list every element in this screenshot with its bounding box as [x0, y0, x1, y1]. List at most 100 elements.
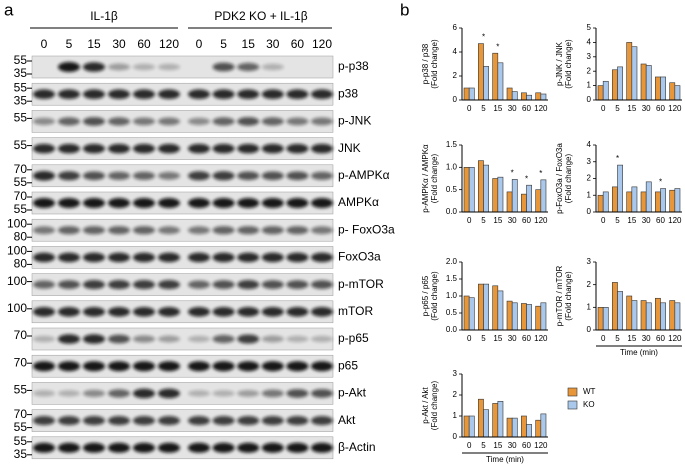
band [237, 62, 260, 72]
mw-label: 100 [7, 274, 27, 288]
bar [497, 400, 504, 438]
band [286, 389, 309, 398]
band [261, 361, 284, 372]
band [58, 442, 80, 453]
band [286, 361, 309, 372]
band [188, 198, 210, 208]
bar [602, 80, 609, 101]
band [212, 198, 235, 208]
band [212, 143, 235, 154]
bar [492, 52, 499, 101]
bar [645, 65, 652, 101]
band [133, 117, 155, 126]
band [261, 117, 284, 126]
band [83, 171, 105, 181]
bar [511, 302, 518, 331]
bar [640, 191, 647, 213]
bar [506, 191, 513, 213]
band [108, 198, 130, 208]
band [133, 63, 155, 71]
y-tick-label: 2 [587, 174, 592, 183]
band [133, 361, 155, 372]
y-tick-label: 0.0 [446, 325, 458, 334]
protein-label: JNK [338, 141, 361, 155]
band [33, 143, 55, 154]
band [133, 388, 155, 399]
band [33, 198, 55, 208]
bar [540, 179, 547, 213]
protein-label: p-Akt [338, 386, 367, 400]
legend-label: WT [583, 387, 596, 396]
protein-label: β-Actin [338, 440, 376, 454]
band [108, 226, 130, 235]
band [108, 143, 130, 154]
lane-label: 120 [159, 37, 179, 51]
y-tick-label: 0.5 [446, 185, 458, 194]
bar [640, 300, 647, 331]
x-tick-label: 0 [601, 334, 606, 343]
band [261, 280, 284, 289]
bar [483, 164, 489, 213]
band [158, 361, 180, 372]
y-tick-label: 2 [453, 71, 458, 80]
y-tick-label: 3 [453, 369, 458, 378]
band [261, 252, 284, 263]
band [133, 335, 155, 343]
band [33, 89, 55, 99]
band [58, 226, 80, 235]
bar [617, 291, 623, 331]
x-tick-label: 0 [467, 216, 472, 225]
x-tick-label: 60 [656, 104, 665, 113]
band [261, 416, 284, 426]
protein-label: p- FoxO3a [338, 222, 395, 236]
x-tick-label: 15 [493, 441, 502, 450]
band [158, 89, 180, 99]
bar [506, 300, 513, 331]
bar [478, 43, 484, 101]
y-tick-label: 1.5 [446, 140, 458, 149]
y-axis-title: (Fold change) [430, 153, 439, 203]
band [158, 63, 180, 71]
mw-label: 70 [14, 355, 28, 369]
band [212, 390, 235, 397]
band [108, 416, 130, 426]
band [311, 280, 333, 289]
y-tick-label: 2 [587, 66, 592, 75]
y-tick-label: 2 [587, 280, 592, 289]
band [188, 226, 210, 235]
y-tick-label: 0 [587, 325, 592, 334]
bar [468, 415, 475, 438]
bar [626, 191, 633, 213]
mw-label: 70 [14, 189, 28, 203]
y-axis-title: p-p38 / p38 [421, 43, 430, 84]
bar [597, 307, 604, 331]
band [261, 307, 284, 317]
band [108, 307, 130, 317]
bar [526, 304, 532, 331]
x-tick-label: 60 [522, 104, 531, 113]
y-tick-label: 6 [453, 23, 458, 32]
mw-label: 70 [14, 328, 28, 342]
band [83, 198, 105, 208]
band [261, 389, 284, 398]
mw-label: 35 [14, 93, 28, 107]
protein-label: mTOR [338, 304, 373, 318]
band [212, 252, 235, 263]
band [108, 442, 130, 453]
band [212, 62, 235, 72]
band [58, 390, 80, 397]
band [83, 117, 105, 126]
bar [631, 186, 638, 213]
band [133, 252, 155, 263]
y-axis-title: p-JNK / JNK [555, 41, 564, 86]
bar [617, 66, 623, 101]
x-tick-label: 0 [601, 104, 606, 113]
x-tick-label: 5 [481, 104, 486, 113]
band [311, 335, 333, 343]
lane-label: 30 [112, 37, 126, 51]
significance: * [482, 33, 485, 42]
band [188, 307, 210, 317]
band [58, 252, 80, 263]
